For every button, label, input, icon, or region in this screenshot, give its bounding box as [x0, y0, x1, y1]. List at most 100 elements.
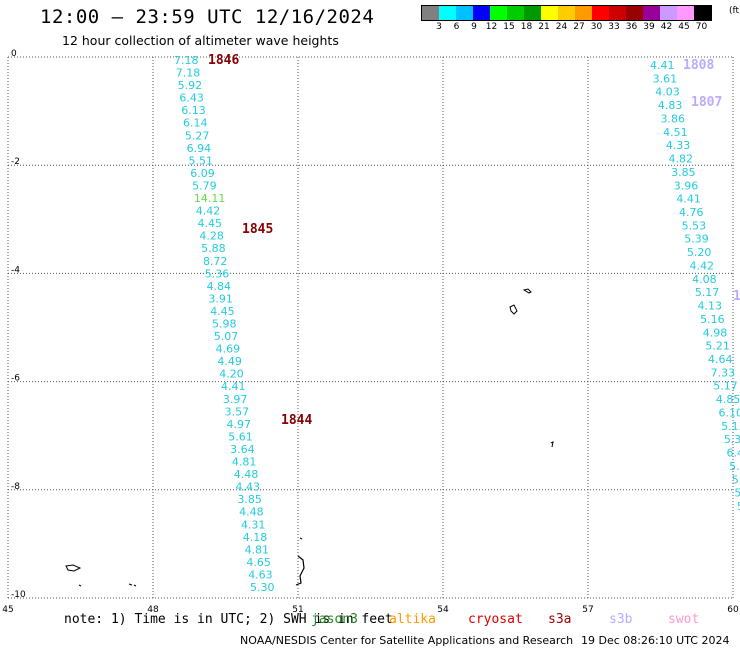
- color-scale-label: 27: [573, 22, 585, 32]
- wave-height-value: 4.18: [243, 531, 268, 544]
- wave-height-value: 5.16: [700, 313, 725, 326]
- wave-height-value: 5.27: [185, 129, 210, 142]
- color-swatch: [575, 6, 592, 20]
- wave-height-value: 5.61: [228, 430, 253, 443]
- color-swatch: [541, 6, 558, 20]
- wave-height-value: 5.3: [724, 433, 740, 446]
- wave-height-value: 5.39: [684, 233, 709, 246]
- color-scale-label: 3: [436, 22, 442, 32]
- wave-height-value: 6.10: [719, 406, 740, 419]
- map-title: 12:00 — 23:59 UTC 12/16/2024: [40, 6, 375, 28]
- wave-height-value: 5.17: [713, 380, 738, 393]
- island-outline: [65, 564, 82, 572]
- wave-height-value: 6.13: [181, 104, 206, 117]
- wave-height-value: 4.48: [239, 506, 264, 519]
- wave-height-value: 5.07: [214, 330, 239, 343]
- satellite-legend-item: jason3: [311, 612, 358, 627]
- wave-height-value: 5.51: [188, 154, 213, 167]
- track-time-label: 1846: [208, 53, 239, 68]
- wave-height-value: 5.88: [201, 242, 226, 255]
- satellite-legend-item: s3b: [609, 612, 633, 627]
- color-scale-swatches: [421, 5, 712, 21]
- satellite-legend-item: swot: [668, 612, 700, 627]
- wave-height-value: 3.85: [237, 493, 261, 506]
- color-swatch: [660, 6, 677, 20]
- wave-height-value: 4.82: [668, 153, 693, 166]
- y-tick-label: -8: [11, 482, 20, 492]
- wave-height-value: 4.43: [236, 481, 261, 494]
- wave-height-value: 4.63: [248, 568, 273, 581]
- wave-height-value: 3.61: [653, 72, 678, 85]
- color-scale-label: 21: [538, 22, 550, 32]
- wave-height-value: 4.28: [199, 230, 224, 243]
- wave-height-value: 5.5: [729, 460, 740, 473]
- footer-timestamp: 19 Dec 08:26:10 UTC 2024: [581, 634, 730, 647]
- color-swatch: [524, 6, 541, 20]
- wave-height-value: 4.84: [207, 280, 232, 293]
- y-tick-label: -10: [11, 590, 26, 600]
- wave-height-value: 5.20: [687, 246, 712, 259]
- wave-height-value: 14.11: [194, 192, 226, 205]
- y-tick-label: 0: [11, 49, 17, 59]
- wave-height-value: 3.97: [223, 393, 248, 406]
- wave-height-value: 3.57: [225, 405, 250, 418]
- wave-height-value: 4.49: [217, 355, 242, 368]
- wave-height-value: 5.79: [192, 179, 217, 192]
- island-outline: [550, 441, 554, 448]
- color-scale-unit: (ft): [729, 6, 740, 16]
- color-scale-label: 24: [555, 22, 568, 32]
- map-subtitle: 12 hour collection of altimeter wave hei…: [62, 33, 339, 48]
- island-outline: [509, 304, 518, 315]
- wave-height-value: 6.14: [183, 117, 208, 130]
- wave-height-value: 4.69: [216, 343, 241, 356]
- x-tick-label: 48: [147, 605, 159, 615]
- y-tick-label: -2: [11, 157, 20, 167]
- wave-height-value: 3.64: [230, 443, 255, 456]
- track-time-label: 1844: [281, 413, 312, 428]
- color-swatch: [456, 6, 473, 20]
- x-tick-label: 60: [727, 605, 739, 615]
- track-time-label: 17: [733, 289, 740, 304]
- wave-height-value: 7.33: [711, 366, 736, 379]
- color-swatch: [439, 6, 456, 20]
- wave-height-value: 4.20: [219, 368, 244, 381]
- wave-height-value: 5.36: [205, 267, 230, 280]
- x-tick-label: 51: [292, 605, 303, 615]
- wave-height-value: 4.08: [692, 273, 717, 286]
- wave-height-value: 4.45: [210, 305, 235, 318]
- y-tick-label: -6: [11, 374, 20, 384]
- color-swatch: [490, 6, 507, 20]
- wave-height-value: 4.03: [655, 86, 680, 99]
- track-time-label: 1807: [691, 95, 722, 110]
- note-text: note: 1) Time is in UTC; 2) SWH is in fe…: [64, 612, 393, 627]
- wave-height-value: 6.94: [187, 142, 212, 155]
- color-scale-label: 12: [485, 22, 498, 32]
- color-scale-label: 36: [625, 22, 638, 32]
- wave-height-value: 4.64: [708, 353, 733, 366]
- wave-height-value: 5.30: [250, 581, 275, 594]
- satellite-legend-item: cryosat: [468, 612, 523, 627]
- wave-height-value: 5: [734, 487, 740, 500]
- wave-height-value: 4.41: [221, 380, 246, 393]
- satellite-legend-item: altika: [389, 612, 436, 627]
- color-swatch: [422, 6, 439, 20]
- wave-height-value: 4.45: [198, 217, 223, 230]
- track-time-labels: 1846 1845 1844 1808 1807 17: [208, 53, 740, 428]
- wave-height-value: 4.51: [663, 126, 688, 139]
- x-tick-label: 57: [582, 605, 593, 615]
- island-outline: [128, 583, 137, 587]
- wave-height-value: 4.81: [232, 456, 257, 469]
- color-scale-label: 70: [695, 22, 708, 32]
- satellite-legend-item: s3a: [548, 612, 572, 627]
- wave-height-value: 3.85: [671, 166, 696, 179]
- color-scale-label: 30: [590, 22, 603, 32]
- color-scale-label: 39: [643, 22, 655, 32]
- wave-height-value: 6.43: [179, 92, 204, 105]
- map-grid: [7, 56, 734, 599]
- color-scale-label: 18: [520, 22, 533, 32]
- wave-height-value: 5.17: [695, 286, 720, 299]
- wave-height-value: 4.41: [650, 59, 675, 72]
- island-outline: [295, 555, 305, 586]
